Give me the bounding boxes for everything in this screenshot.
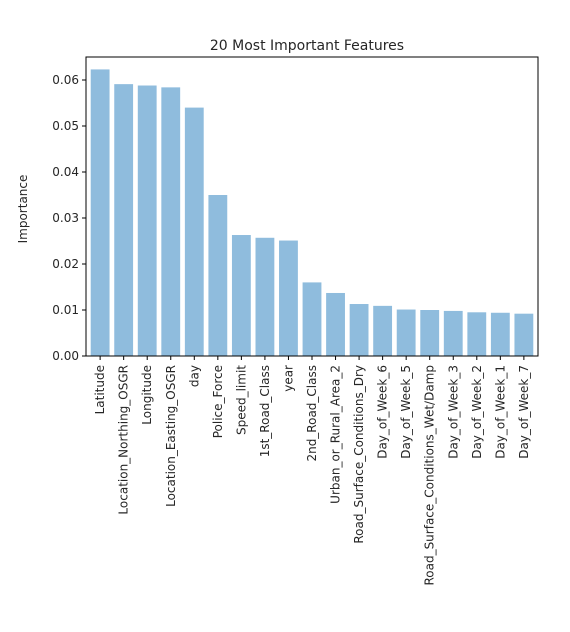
x-tick-label: Day_of_Week_2 [470,365,484,459]
x-tick-label: Police_Force [211,365,225,438]
bar-3 [137,85,157,357]
bar-19 [514,313,534,356]
x-tick-label: Day_of_Week_6 [376,365,390,459]
bar-15 [420,310,440,356]
x-tick-label: Longitude [140,365,154,425]
x-tick-label: Urban_or_Rural_Area_2 [329,365,343,504]
x-tick-label: Location_Easting_OSGR [164,365,178,507]
bar-16 [443,310,463,356]
y-tick-label: 0.01 [52,303,79,317]
bar-7 [231,235,251,356]
x-tick-label: Road_Surface_Conditions_Dry [352,365,366,544]
bar-12 [349,304,369,356]
x-tick-label: Road_Surface_Conditions_Wet/Damp [423,365,437,586]
x-tick-label: Latitude [93,365,107,414]
x-tick-label: day [187,365,201,387]
bar-13 [373,305,393,356]
x-tick-label: Day_of_Week_5 [399,365,413,459]
bar-5 [184,107,204,356]
y-tick-label: 0.02 [52,257,79,271]
bar-11 [326,292,345,356]
x-tick-label: 1st_Road_Class [258,365,272,457]
x-tick-label: year [281,365,295,392]
y-tick-label: 0.03 [52,211,79,225]
y-axis: 0.00 0.01 0.02 0.03 0.04 0.05 0.06 [52,73,86,363]
bar-18 [490,312,510,356]
bar-9 [279,240,298,356]
y-tick-label: 0.06 [52,73,79,87]
x-tick-label: 2nd_Road_Class [305,365,319,462]
bar-10 [302,282,322,356]
plot-frame [85,56,539,357]
bar-4 [161,87,181,357]
x-tick-label: Location_Northing_OSGR [117,365,131,515]
y-tick-label: 0.04 [52,165,79,179]
y-axis-title: Importance [16,175,30,244]
x-axis: Latitude Location_Northing_OSGR Longitude L… [93,356,531,586]
bar-2 [114,84,134,356]
chart-title: 20 Most Important Features [210,38,404,54]
bar-1 [90,69,110,357]
x-tick-label: Day_of_Week_3 [446,365,460,459]
bar-8 [255,237,275,356]
x-tick-label: Speed_limit [234,365,248,435]
bar-6 [208,195,228,356]
bar-14 [396,309,416,356]
bar-17 [467,312,487,356]
y-tick-label: 0.00 [52,349,79,363]
x-tick-label: Day_of_Week_1 [493,365,507,459]
y-tick-label: 0.05 [52,119,79,133]
x-tick-label: Day_of_Week_7 [517,365,531,459]
bars-group [90,69,534,357]
